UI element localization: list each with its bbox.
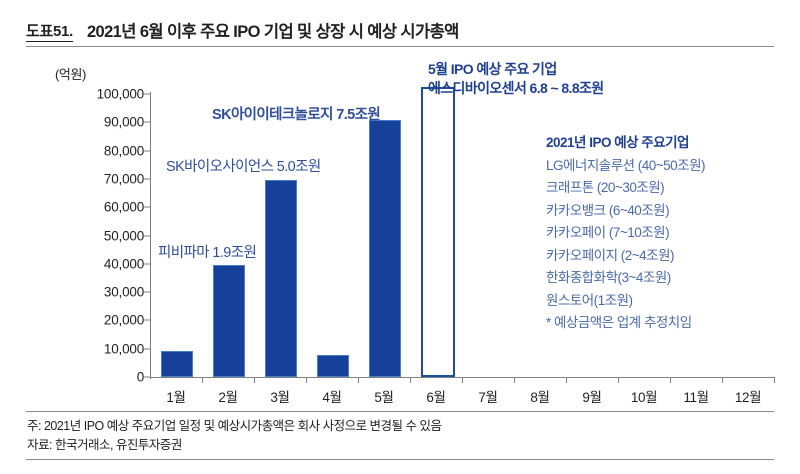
x-axis-label-7월: 7월 — [478, 390, 498, 405]
x-axis-label-8월: 8월 — [530, 390, 550, 405]
y-axis-tickmark — [144, 93, 150, 95]
y-axis-tickmark — [144, 263, 150, 265]
expected-ipo-list: 2021년 IPO 예상 주요기업 LG에너지솔루션 (40~50조원) 크래프톤… — [546, 132, 706, 335]
x-axis-tickmark — [358, 377, 359, 383]
y-axis-tick-label: 20,000 — [103, 312, 144, 328]
expected-ipo-list-item: 한화종합화학(3~4조원) — [546, 270, 671, 285]
may-ipo-callout: 5월 IPO 예상 주요 기업 에스디바이오센서 6.8 ~ 8.8조원 — [428, 60, 604, 98]
footer-note: 주: 2021년 IPO 예상 주요기업 일정 및 예상시가총액은 회사 사정으… — [27, 419, 442, 433]
y-axis-tick-label: 100,000 — [96, 86, 145, 102]
expected-ipo-list-item: 카카오페이 (7~10조원) — [546, 225, 670, 240]
bar-6월 — [421, 87, 455, 377]
bar-4월 — [317, 355, 349, 377]
expected-ipo-list-item: * 예상금액은 업계 추정치임 — [546, 315, 692, 330]
callout-line-2: 에스디바이오센서 6.8 ~ 8.8조원 — [428, 80, 604, 96]
exhibit-number: 도표51. — [26, 23, 73, 42]
callout-line-1: 5월 IPO 예상 주요 기업 — [428, 61, 557, 77]
y-axis-tick-label: 70,000 — [103, 171, 144, 187]
bar-3월 — [265, 179, 297, 377]
x-axis-label-11월: 11월 — [683, 390, 709, 405]
x-axis-label-2월: 2월 — [218, 390, 238, 405]
x-axis-tickmark — [306, 377, 307, 383]
x-axis-label-4월: 4월 — [322, 390, 342, 405]
y-axis-tick-label: 50,000 — [103, 228, 144, 243]
footer-notes: 주: 2021년 IPO 예상 주요기업 일정 및 예상시가총액은 회사 사정으… — [27, 417, 777, 455]
y-axis-tick-label: 0 — [136, 369, 145, 385]
y-axis-tickmark — [144, 150, 150, 152]
y-axis-tick-label: 80,000 — [103, 143, 144, 159]
x-axis-label-5월: 5월 — [374, 390, 394, 405]
page-title: 2021년 6월 이후 주요 IPO 기업 및 상장 시 예상 시가총액 — [86, 23, 459, 41]
y-axis-tickmark — [144, 206, 150, 208]
y-axis-tick-labels: 0 10,000 20,000 30,000 40,000 50,000 60,000 70,… — [44, 87, 145, 385]
footer-source: 자료: 한국거래소, 유진투자증권 — [27, 438, 182, 452]
x-axis-label-9월: 9월 — [582, 390, 602, 405]
y-axis-tick-label: 30,000 — [103, 284, 144, 300]
bar-1월 — [161, 350, 193, 377]
y-axis-tickmark — [144, 376, 150, 378]
x-axis-tickmark — [410, 377, 411, 383]
header-divider — [26, 46, 774, 47]
x-axis-tickmark — [722, 377, 723, 383]
bar-2월 — [213, 265, 245, 377]
y-axis-tickmark — [144, 348, 150, 350]
bar-annotation-mar: SK아이이테크놀로지 7.5조원 — [212, 107, 381, 123]
y-axis-tickmark — [144, 291, 150, 293]
x-axis-label-3월: 3월 — [270, 390, 290, 405]
expected-ipo-list-item: LG에너지솔루션 (40~50조원) — [546, 157, 706, 173]
expected-ipo-list-item: 원스토어(1조원) — [546, 292, 633, 308]
x-axis-label-12월: 12월 — [734, 390, 762, 405]
expected-ipo-list-item: 카카오페이지 (2~4조원) — [546, 247, 675, 263]
footer-divider-bottom — [26, 459, 774, 460]
x-axis-tickmark — [670, 377, 671, 383]
x-axis-label-10월: 10월 — [630, 390, 658, 405]
x-axis-label-6월: 6월 — [426, 390, 446, 405]
expected-ipo-list-items: LG에너지솔루션 (40~50조원) 크래프톤 (20~30조원) 카카오뱅크 (6… — [546, 155, 706, 335]
y-axis-tick-label: 90,000 — [103, 114, 144, 130]
x-axis-tickmark — [462, 377, 463, 383]
x-axis-tickmark — [514, 377, 515, 383]
bar-annotation-feb: SK바이오사이언스 5.0조원 — [166, 159, 321, 175]
y-axis-tickmark — [144, 235, 150, 236]
bar-5월 — [369, 120, 401, 377]
x-axis-tickmark — [774, 377, 775, 383]
exhibit-header: 도표51. 2021년 6월 이후 주요 IPO 기업 및 상장 시 예상 시가… — [26, 14, 774, 42]
x-axis-tickmark — [254, 377, 255, 383]
bar-annotation-jan: 피비파마 1.9조원 — [158, 245, 257, 261]
x-axis-tickmark — [202, 377, 203, 383]
expected-ipo-list-title: 2021년 IPO 예상 주요기업 — [546, 135, 689, 150]
expected-ipo-list-item: 크래프톤 (20~30조원) — [546, 180, 665, 195]
footer-divider-top — [26, 411, 774, 412]
x-axis-tickmark — [618, 377, 619, 383]
y-axis-line — [150, 92, 151, 379]
expected-ipo-list-item: 카카오뱅크 (6~40조원) — [546, 202, 670, 218]
y-axis-tick-label: 60,000 — [103, 199, 144, 215]
x-axis-tickmark — [566, 377, 567, 383]
y-axis-tick-label: 40,000 — [103, 256, 144, 272]
y-axis-unit-label: (억원) — [55, 67, 86, 82]
y-axis-tickmark — [144, 121, 150, 123]
y-axis-tick-label: 10,000 — [103, 341, 144, 357]
y-axis-tickmark — [144, 178, 150, 180]
y-axis-tickmark — [144, 319, 150, 321]
x-axis-label-1월: 1월 — [166, 390, 186, 405]
bar-series — [150, 87, 774, 377]
